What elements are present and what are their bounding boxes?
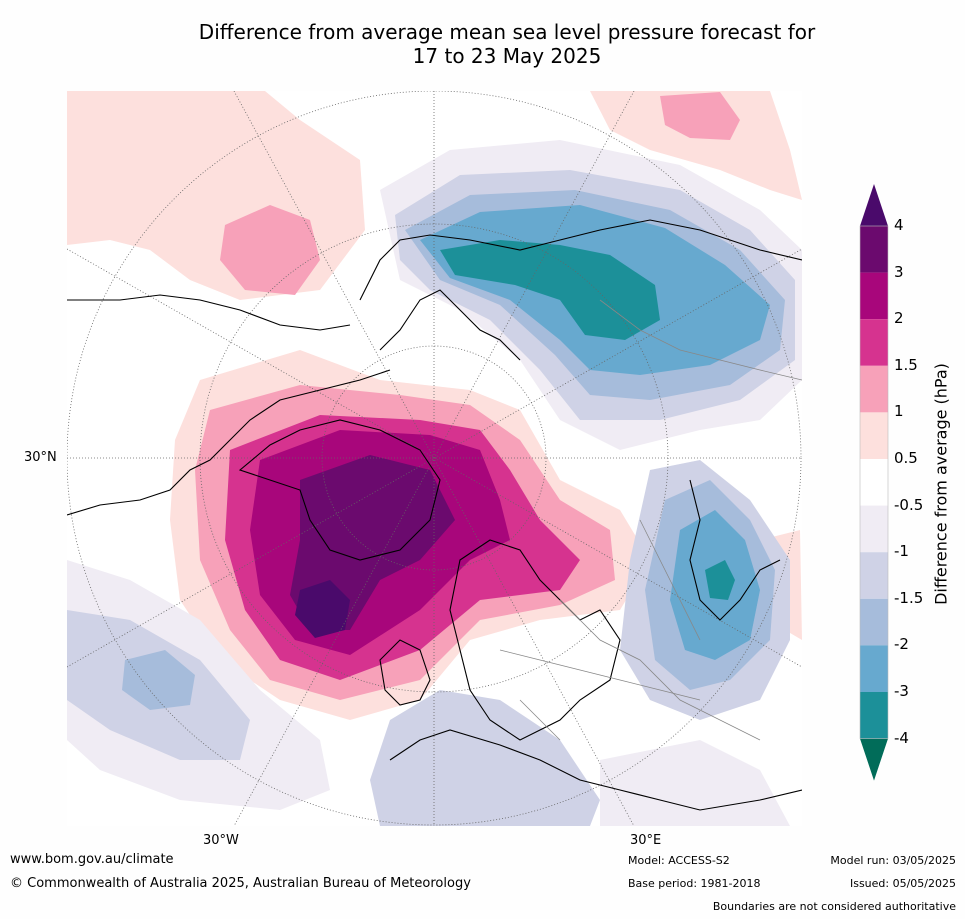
lon-label-30e: 30°E xyxy=(630,833,662,848)
anomaly-band-negative-moderate xyxy=(370,690,600,826)
title-line-1: Difference from average mean sea level p… xyxy=(198,20,816,44)
colorbar-tick-label: -4 xyxy=(894,728,909,747)
colorbar-tick-label: 4 xyxy=(894,216,904,234)
anomaly-band-negative-extreme xyxy=(705,560,735,600)
colorbar-overflow-arrow xyxy=(860,184,888,226)
title-line-2: 17 to 23 May 2025 xyxy=(412,44,602,68)
colorbar-band xyxy=(860,645,888,692)
colorbar-band xyxy=(860,459,888,506)
colorbar-band xyxy=(860,692,888,739)
lon-label-30w: 30°W xyxy=(203,833,239,848)
footer-copyright: © Commonwealth of Australia 2025, Austra… xyxy=(10,876,471,891)
anomaly-band-negative-weak xyxy=(600,740,790,826)
map-panel xyxy=(67,91,802,826)
colorbar-tick-label: 2 xyxy=(894,309,904,328)
colorbar-band xyxy=(860,272,888,320)
colorbar-band xyxy=(860,552,888,599)
colorbar-tick-label: -1.5 xyxy=(894,588,924,607)
footer-disclaimer: Boundaries are not considered authoritat… xyxy=(712,900,956,913)
colorbar-band xyxy=(860,365,888,413)
footer-base-period: Base period: 1981-2018 xyxy=(628,877,761,890)
colorbar-tick-label: 1 xyxy=(894,402,904,421)
colorbar-band xyxy=(860,598,888,646)
colorbar-outline xyxy=(859,225,889,739)
colorbar-tick-label: 3 xyxy=(894,262,904,281)
anomaly-band-positive-moderate xyxy=(660,92,740,140)
anomaly-band-positive-weak xyxy=(590,91,802,200)
map-graticule xyxy=(67,91,802,826)
footer-website: www.bom.gov.au/climate xyxy=(10,852,174,867)
footer-model-run: Model run: 03/05/2025 xyxy=(830,854,956,867)
colorbar-underflow-arrow xyxy=(860,738,888,781)
colorbar-band xyxy=(860,226,888,273)
colorbar-tick-label: -1 xyxy=(894,542,909,561)
anomaly-band-positive-moderate xyxy=(220,205,320,295)
footer-model: Model: ACCESS-S2 xyxy=(628,854,730,867)
colorbar-tick-label: -3 xyxy=(894,682,909,700)
colorbar-tick-label: -2 xyxy=(894,635,909,654)
country-borders xyxy=(499,299,802,741)
colorbar xyxy=(859,184,889,781)
coastlines xyxy=(67,219,802,811)
colorbar-band xyxy=(860,412,888,459)
lat-label-30n: 30°N xyxy=(24,450,57,465)
colorbar-band xyxy=(860,319,888,366)
map-title: Difference from average mean sea level p… xyxy=(0,20,965,68)
colorbar-tick-label: -0.5 xyxy=(894,495,924,514)
anomaly-band-negative-extreme xyxy=(440,240,660,340)
anomaly-band-negative-strong xyxy=(122,650,195,710)
colorbar-title: Difference from average (hPa) xyxy=(931,363,951,605)
footer-issued: Issued: 05/05/2025 xyxy=(849,877,956,890)
anomaly-band-positive-peak xyxy=(295,580,350,638)
colorbar-band xyxy=(860,505,888,553)
colorbar-tick-label: 1.5 xyxy=(894,355,918,374)
colorbar-tick-label: 0.5 xyxy=(894,449,918,467)
